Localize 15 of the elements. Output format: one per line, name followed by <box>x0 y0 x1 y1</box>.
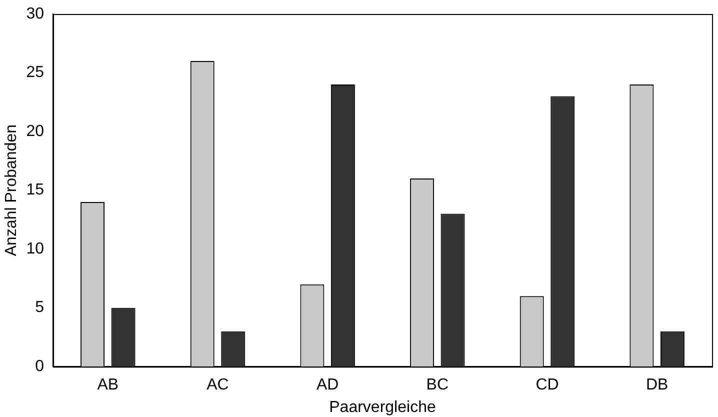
y-axis-title: Anzahl Probanden <box>3 124 20 256</box>
y-tick-label: 25 <box>26 64 44 82</box>
y-tick-label: 30 <box>26 5 44 22</box>
y-tick-label: 20 <box>26 122 44 140</box>
x-tick-label: AC <box>206 376 229 394</box>
x-tick-label: AD <box>316 376 339 394</box>
y-tick-label: 0 <box>35 358 44 376</box>
x-tick-label: AB <box>97 376 119 394</box>
y-tick-label: 15 <box>26 182 44 199</box>
x-tick-label: CD <box>536 376 559 394</box>
x-tick-label: DB <box>646 376 668 394</box>
y-tick-label: 5 <box>35 299 44 316</box>
x-axis-title: Paarvergleiche <box>329 398 436 416</box>
x-tick-label: BC <box>426 376 449 394</box>
y-tick-label: 10 <box>26 240 44 258</box>
